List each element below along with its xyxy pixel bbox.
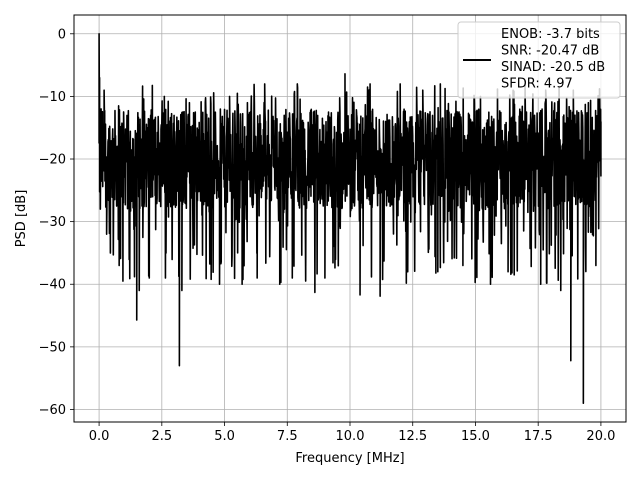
x-tick-label: 20.0 [586,429,615,444]
legend-entry: ENOB: -3.7 bits [501,27,600,42]
legend-entry: SNR: -20.47 dB [501,44,599,59]
y-tick-label: −30 [39,215,66,230]
x-tick-label: 2.5 [151,429,172,444]
x-axis-ticks: 0.0 2.5 5.0 7.5 10.0 12.5 15.0 17.5 20.0 [89,422,615,444]
x-tick-label: 15.0 [461,429,490,444]
y-tick-label: 0 [58,27,66,42]
y-tick-label: −10 [39,90,66,105]
x-tick-label: 5.0 [214,429,235,444]
series-layer [98,32,602,405]
y-tick-label: −20 [39,153,66,168]
psd-series-line [98,32,602,405]
x-axis-label: Frequency [MHz] [295,451,404,466]
x-tick-label: 10.0 [336,429,365,444]
x-tick-label: 7.5 [277,429,298,444]
legend-box [457,21,621,99]
legend-entry: SINAD: -20.5 dB [501,60,605,75]
legend-entry: SFDR: 4.97 [501,77,573,92]
x-tick-label: 12.5 [398,429,427,444]
y-axis-label: PSD [dB] [14,190,29,248]
y-axis-ticks: 0 −10 −20 −30 −40 −50 −60 [39,27,74,418]
x-tick-label: 0.0 [89,429,110,444]
y-tick-label: −60 [39,403,66,418]
y-tick-label: −50 [39,340,66,355]
x-tick-label: 17.5 [524,429,553,444]
y-tick-label: −40 [39,278,66,293]
